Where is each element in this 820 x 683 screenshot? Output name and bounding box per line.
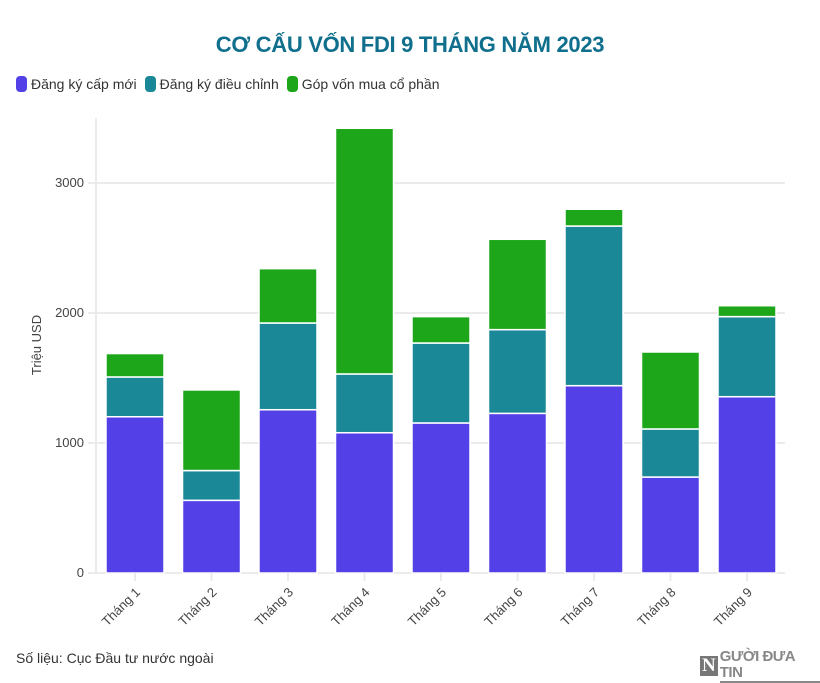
y-axis-ticks: 0 1000 2000 3000 (55, 175, 84, 580)
x-axis-ticks: Tháng 1 Tháng 2 Tháng 3 Tháng 4 Tháng 5 Tháng… (99, 573, 755, 629)
legend-swatch (16, 76, 27, 92)
bar-segment-new[interactable] (717, 395, 777, 574)
x-tick-label: Tháng 2 (175, 585, 219, 629)
chart-title: CƠ CẤU VỐN FDI 9 THÁNG NĂM 2023 (215, 32, 605, 57)
bar-segment-shares[interactable] (717, 304, 777, 318)
x-tick-label: Tháng 8 (634, 585, 678, 629)
legend-label: Đăng ký cấp mới (31, 76, 137, 92)
y-tick-label: 1000 (55, 435, 84, 450)
x-tick-label: Tháng 9 (711, 585, 755, 629)
bar-segment-new[interactable] (487, 412, 548, 574)
y-tick-label: 2000 (55, 305, 84, 320)
bar-segment-shares[interactable] (487, 238, 548, 331)
bar-segment-new[interactable] (181, 499, 242, 574)
bar-segment-new[interactable] (258, 408, 318, 574)
legend-label: Góp vốn mua cổ phần (301, 76, 440, 92)
legend-item-adjusted-registration[interactable]: Đăng ký điều chỉnh (144, 76, 279, 92)
bar-segment-adjusted[interactable] (105, 376, 165, 418)
bar-segment-adjusted[interactable] (334, 373, 395, 434)
bar-segment-shares[interactable] (258, 267, 318, 324)
bar-segment-shares[interactable] (564, 208, 624, 227)
x-tick-label: Tháng 5 (405, 585, 449, 629)
y-tick-label: 3000 (55, 175, 84, 190)
bar-segment-new[interactable] (105, 415, 165, 574)
publisher-logo: N GƯỜI ĐƯA TIN (700, 649, 820, 683)
bar-segment-adjusted[interactable] (411, 342, 471, 424)
legend-swatch (286, 76, 298, 92)
bars (105, 127, 777, 574)
y-tick-label: 0 (77, 565, 84, 580)
bar-segment-shares[interactable] (640, 351, 701, 430)
bar-segment-new[interactable] (334, 431, 395, 574)
bar-segment-adjusted[interactable] (181, 469, 242, 502)
x-tick-label: Tháng 1 (99, 585, 143, 629)
legend-item-share-purchase[interactable]: Góp vốn mua cổ phần (286, 76, 440, 92)
bar-segment-shares[interactable] (181, 389, 242, 472)
bar-segment-adjusted[interactable] (717, 315, 777, 398)
bar-segment-adjusted[interactable] (640, 428, 701, 478)
bar-segment-adjusted[interactable] (487, 328, 548, 415)
legend-label: Đăng ký điều chỉnh (159, 76, 279, 92)
x-tick-label: Tháng 3 (252, 585, 296, 629)
bar-segment-shares[interactable] (411, 315, 471, 344)
bar-segment-shares[interactable] (334, 127, 395, 375)
y-axis-label: Triệu USD (29, 315, 44, 375)
bar-segment-adjusted[interactable] (564, 225, 624, 387)
bar-segment-shares[interactable] (105, 352, 165, 378)
logo-text: GƯỜI ĐƯA TIN (719, 649, 820, 683)
legend: Đăng ký cấp mới Đăng ký điều chỉnh Góp v… (16, 76, 448, 92)
legend-swatch (144, 76, 156, 92)
source-note: Số liệu: Cục Đầu tư nước ngoài (16, 650, 214, 666)
legend-item-new-registration[interactable]: Đăng ký cấp mới (16, 76, 137, 92)
x-tick-label: Tháng 7 (558, 585, 602, 629)
bar-segment-new[interactable] (411, 422, 471, 574)
x-tick-label: Tháng 4 (328, 585, 372, 629)
bar-segment-adjusted[interactable] (258, 322, 318, 411)
bar-segment-new[interactable] (640, 476, 701, 574)
bar-segment-new[interactable] (564, 384, 624, 574)
x-tick-label: Tháng 6 (481, 585, 525, 629)
logo-letter: N (700, 655, 718, 676)
